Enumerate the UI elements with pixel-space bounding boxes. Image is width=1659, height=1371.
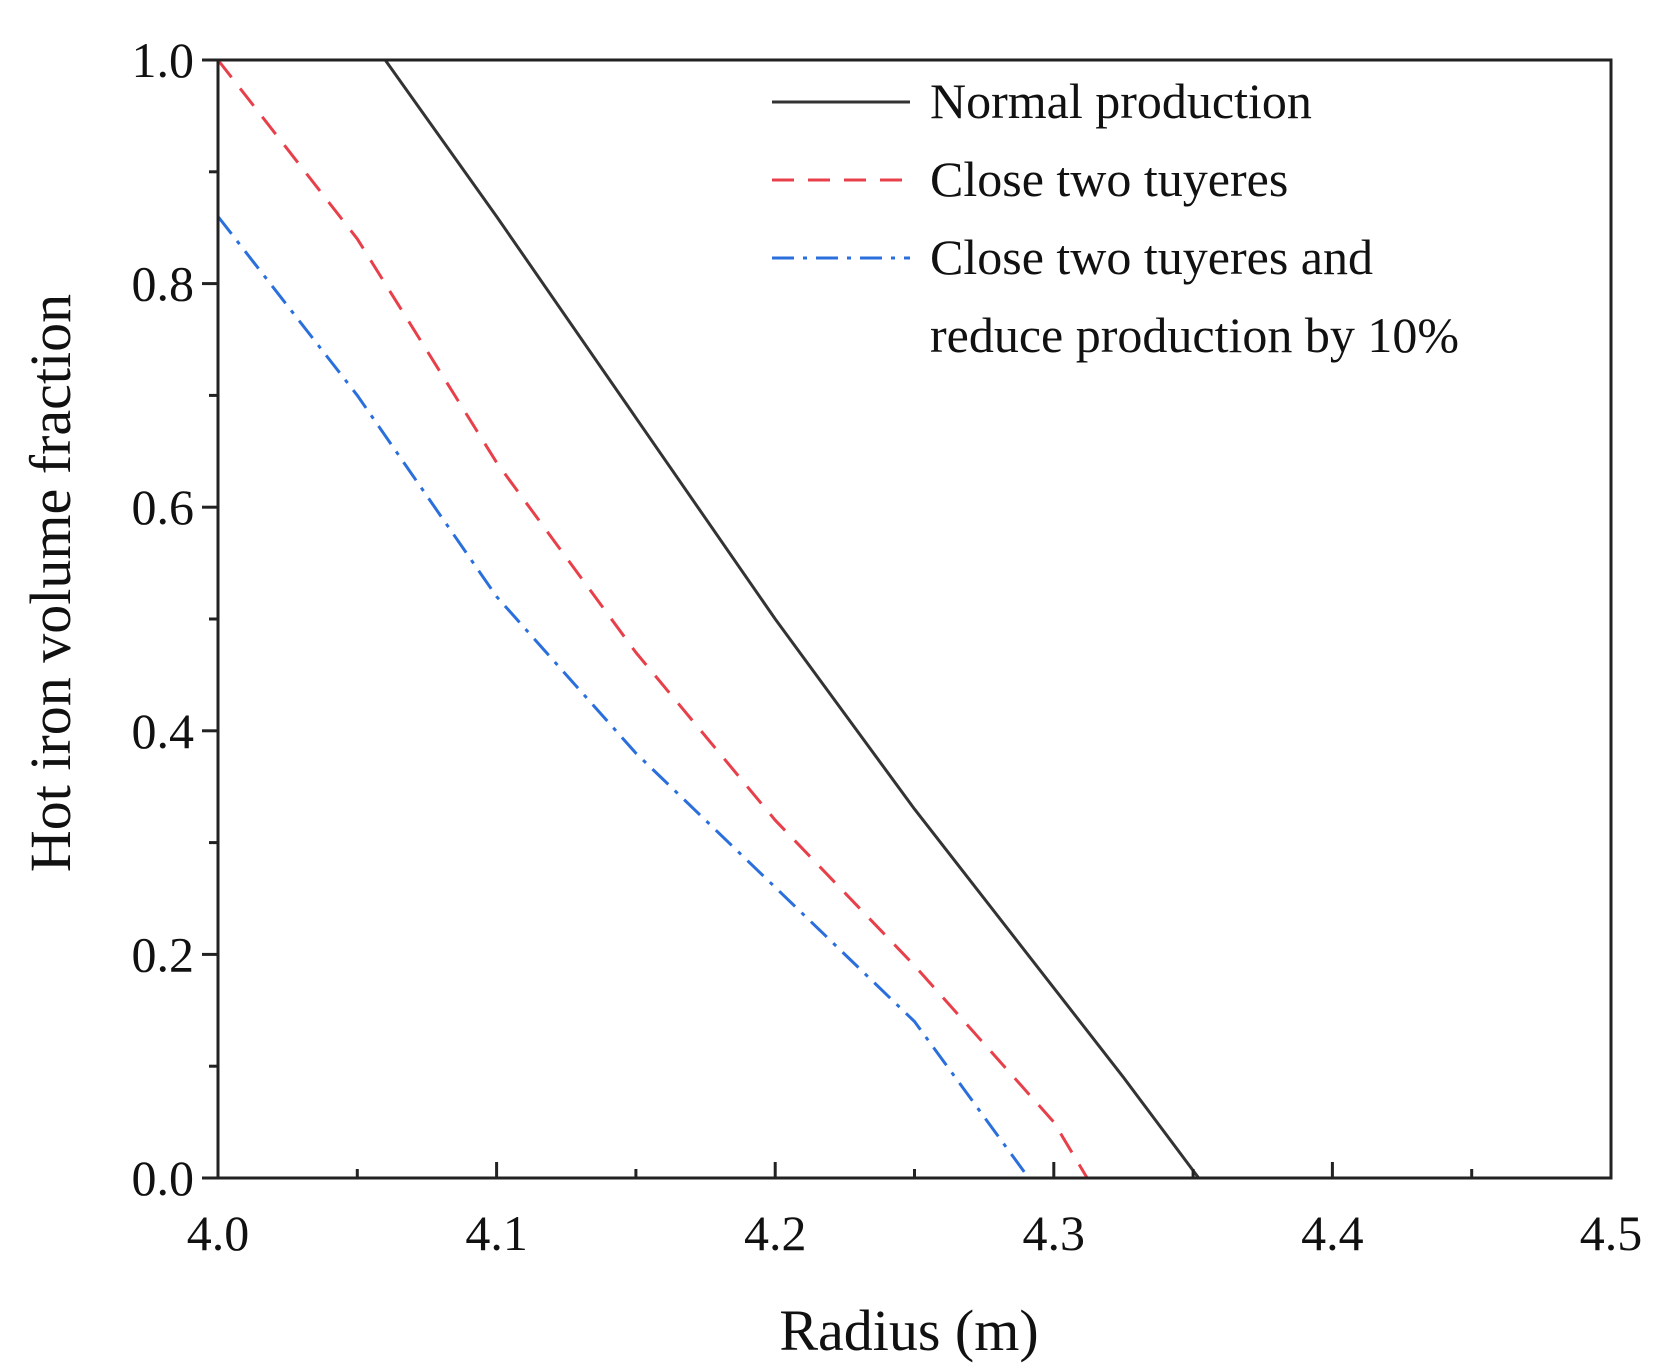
x-tick-label: 4.0 bbox=[187, 1205, 250, 1261]
legend-label-3: reduce production by 10% bbox=[930, 307, 1459, 363]
y-tick-label: 0.2 bbox=[132, 926, 195, 982]
legend-label-2: Close two tuyeres bbox=[930, 151, 1288, 207]
series-line-2 bbox=[216, 59, 1611, 1180]
legend-label-3: Close two tuyeres and bbox=[930, 229, 1373, 285]
series-line-3 bbox=[216, 215, 1611, 1180]
y-axis-title: Hot iron volume fraction bbox=[18, 294, 83, 872]
legend: Normal production Close two tuyeres Close … bbox=[772, 73, 1459, 363]
y-tick-label: 1.0 bbox=[132, 32, 195, 88]
plot-frame bbox=[216, 58, 1613, 1180]
y-tick-label: 0.6 bbox=[132, 479, 195, 535]
x-axis-title: Radius (m) bbox=[779, 1298, 1038, 1363]
x-tick-label: 4.3 bbox=[1023, 1205, 1086, 1261]
y-tick-label: 0.8 bbox=[132, 256, 195, 312]
x-tick-label: 4.5 bbox=[1580, 1205, 1643, 1261]
series-line-1 bbox=[218, 58, 1611, 1180]
y-tick-label: 0.0 bbox=[132, 1150, 195, 1206]
x-tick-label: 4.1 bbox=[465, 1205, 528, 1261]
plot-area bbox=[216, 58, 1611, 1180]
x-tick-label: 4.4 bbox=[1301, 1205, 1364, 1261]
legend-label-1: Normal production bbox=[930, 73, 1312, 129]
y-tick-label: 0.4 bbox=[132, 703, 195, 759]
axes: 4.0 4.1 4.2 4.3 4.4 4.5 0.0 0.2 0.4 0.6 0.8 1.0 bbox=[132, 32, 1643, 1261]
x-tick-label: 4.2 bbox=[744, 1205, 807, 1261]
